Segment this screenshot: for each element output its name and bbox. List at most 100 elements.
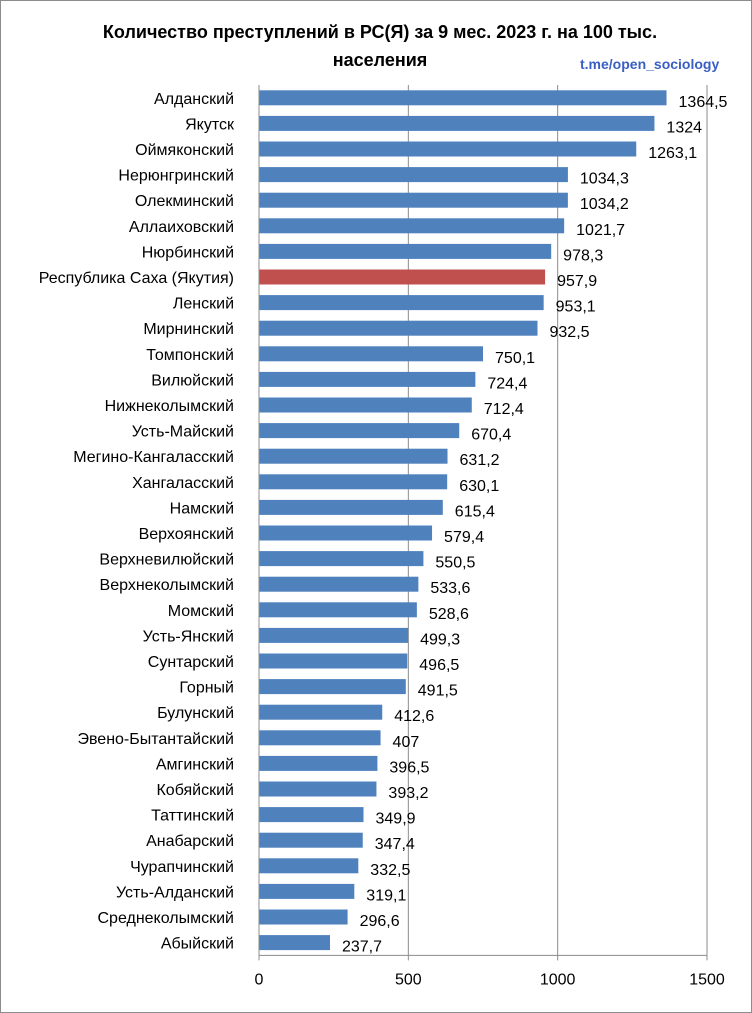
bar-28 <box>259 807 364 823</box>
value-label: 670,4 <box>471 427 511 444</box>
bar-16 <box>259 499 443 515</box>
bar-25 <box>259 730 381 746</box>
value-label: 491,5 <box>418 683 458 700</box>
bar-24 <box>259 704 383 720</box>
value-label: 630,1 <box>459 478 499 495</box>
bar-3 <box>259 167 568 183</box>
bar-15 <box>259 474 448 490</box>
bar-2 <box>259 141 637 157</box>
category-label: Верхневилюйский <box>99 552 234 569</box>
bar-5 <box>259 218 565 234</box>
category-label: Верхнеколымский <box>100 577 234 594</box>
value-label: 978,3 <box>563 247 603 264</box>
category-label: Чурапчинский <box>130 859 234 876</box>
x-tick-label: 1500 <box>689 971 725 988</box>
category-label: Мегино-Кангаласский <box>73 449 234 466</box>
bar-32 <box>259 909 348 925</box>
value-label: 349,9 <box>376 811 416 828</box>
chart-title: Количество преступлений в РС(Я) за 9 мес… <box>102 22 658 70</box>
category-label: Усть-Янский <box>143 628 234 645</box>
value-label: 1034,2 <box>580 196 629 213</box>
bar-20 <box>259 602 417 618</box>
value-label: 631,2 <box>460 452 500 469</box>
category-label: Хангаласский <box>132 475 234 492</box>
category-label: Нюрбинский <box>142 244 234 261</box>
category-label: Нерюнгринский <box>118 168 234 185</box>
value-label: 412,6 <box>394 708 434 725</box>
bar-13 <box>259 423 460 439</box>
category-label: Горный <box>179 680 234 697</box>
category-label: Среднеколымский <box>97 910 234 927</box>
value-label: 533,6 <box>430 580 470 597</box>
category-label: Якутск <box>185 116 235 133</box>
category-label: Усть-Алданский <box>116 884 234 901</box>
bar-1 <box>259 115 655 131</box>
category-label: Нижнеколымский <box>105 398 234 415</box>
value-label: 550,5 <box>435 555 475 572</box>
value-label: 396,5 <box>389 759 429 776</box>
category-label: Амгинский <box>156 756 234 773</box>
bar-17 <box>259 525 433 541</box>
bar-33 <box>259 935 330 951</box>
value-label: 347,4 <box>375 836 415 853</box>
bar-8 <box>259 295 544 311</box>
value-label: 1364,5 <box>679 94 728 111</box>
bar-4 <box>259 192 568 208</box>
category-label: Верхоянский <box>139 526 234 543</box>
value-label: 528,6 <box>429 606 469 623</box>
bar-10 <box>259 346 484 362</box>
category-label: Алданский <box>154 91 234 108</box>
value-label: 407 <box>393 734 420 751</box>
bar-14 <box>259 448 448 464</box>
bar-9 <box>259 320 538 336</box>
value-label: 1034,3 <box>580 171 629 188</box>
watermark: t.me/open_sociology <box>580 56 720 72</box>
value-label: 319,1 <box>366 887 406 904</box>
value-label: 712,4 <box>484 401 524 418</box>
category-label: Олекминский <box>135 193 234 210</box>
bar-26 <box>259 755 378 771</box>
value-label: 953,1 <box>556 299 596 316</box>
category-label: Вилюйский <box>151 372 234 389</box>
category-label: Аллаиховский <box>129 219 234 236</box>
value-label: 957,9 <box>557 273 597 290</box>
category-label: Булунский <box>157 705 234 722</box>
bar-12 <box>259 397 472 413</box>
x-tick-label: 0 <box>255 971 264 988</box>
bar-7 <box>259 269 546 285</box>
value-label: 1021,7 <box>576 222 625 239</box>
category-label: Эвено-Бытантайский <box>77 731 234 748</box>
value-label: 615,4 <box>455 503 495 520</box>
category-label: Томпонский <box>146 347 234 364</box>
bar-6 <box>259 243 552 259</box>
bar-29 <box>259 832 363 848</box>
category-label: Оймяконский <box>135 142 234 159</box>
category-label: Кобяйский <box>156 782 234 799</box>
bar-23 <box>259 679 406 695</box>
bar-22 <box>259 653 408 669</box>
value-label: 1263,1 <box>648 145 697 162</box>
category-label: Мирнинский <box>143 321 234 338</box>
category-label: Усть-Майский <box>132 424 234 441</box>
value-label: 296,6 <box>360 913 400 930</box>
bar-30 <box>259 858 359 874</box>
value-label: 750,1 <box>495 350 535 367</box>
bar-19 <box>259 576 419 592</box>
category-label: Ленский <box>173 296 234 313</box>
value-label: 1324 <box>666 119 702 136</box>
category-label: Момский <box>168 603 234 620</box>
category-label: Республика Саха (Якутия) <box>39 270 234 287</box>
value-label: 499,3 <box>420 631 460 648</box>
value-label: 579,4 <box>444 529 484 546</box>
value-label: 496,5 <box>419 657 459 674</box>
value-label: 393,2 <box>388 785 428 802</box>
category-label: Сунтарский <box>148 654 234 671</box>
bar-31 <box>259 883 355 899</box>
bar-11 <box>259 371 476 387</box>
category-label: Намский <box>170 500 234 517</box>
bar-0 <box>259 90 667 106</box>
category-label: Анабарский <box>146 833 234 850</box>
bar-18 <box>259 551 424 567</box>
x-tick-label: 1000 <box>540 971 576 988</box>
value-label: 724,4 <box>487 375 527 392</box>
